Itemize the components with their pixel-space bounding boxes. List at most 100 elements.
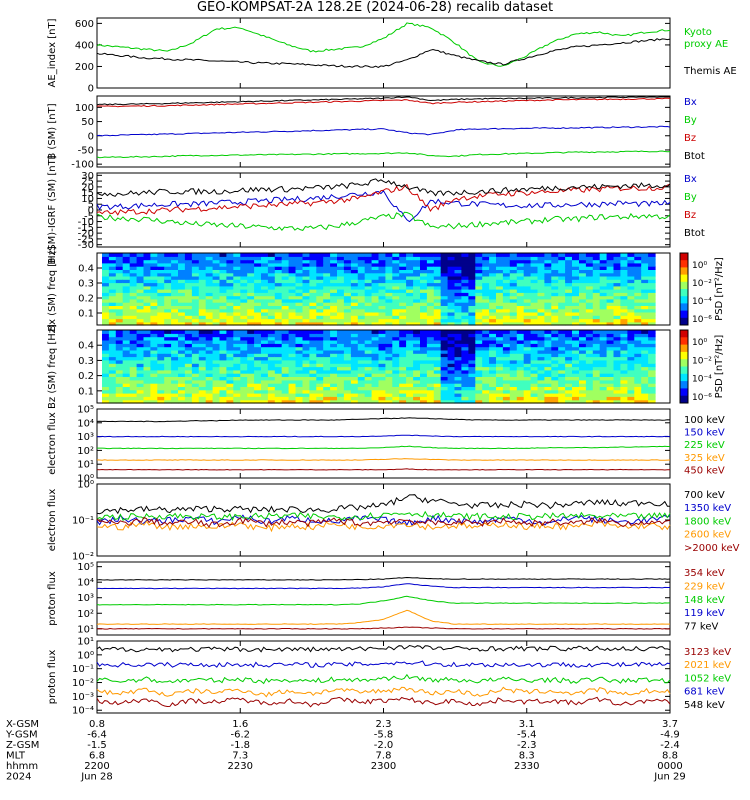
legend-label: Btot — [684, 151, 705, 162]
heatmap-cell — [198, 279, 207, 284]
heatmap-cell — [537, 279, 545, 284]
heatmap-cell — [115, 366, 124, 371]
heatmap-cell — [281, 295, 290, 300]
heatmap-cell — [516, 379, 525, 384]
heatmap-cell — [530, 256, 539, 261]
heatmap-cell — [461, 298, 469, 303]
heatmap-cell — [433, 311, 442, 316]
heatmap-cell — [551, 379, 559, 384]
heatmap-cell — [184, 359, 193, 364]
heatmap-cell — [129, 308, 138, 313]
heatmap-cell — [378, 318, 386, 323]
heatmap-cell — [212, 259, 221, 264]
heatmap-cell — [281, 399, 290, 404]
heatmap-cell — [281, 369, 290, 374]
heatmap-cell — [502, 308, 511, 313]
heatmap-cell — [364, 353, 373, 358]
heatmap-cell — [281, 363, 290, 368]
heatmap-cell — [627, 349, 635, 354]
heatmap-cell — [261, 272, 269, 277]
heatmap-cell — [281, 343, 290, 348]
heatmap-cell — [254, 262, 262, 267]
heatmap-cell — [171, 259, 179, 264]
series-line-bz — [96, 97, 671, 108]
heatmap-cell — [171, 373, 179, 377]
heatmap-cell — [592, 279, 601, 284]
heatmap-cell — [447, 292, 456, 297]
heatmap-cell — [357, 259, 366, 264]
heatmap-cell — [585, 333, 594, 338]
heatmap-cell — [330, 302, 338, 306]
heatmap-cell — [274, 333, 283, 338]
heatmap-cell — [364, 379, 373, 384]
heatmap-cell — [406, 393, 414, 397]
heatmap-cell — [337, 275, 345, 280]
heatmap-cell — [281, 262, 290, 267]
heatmap-cell — [392, 259, 400, 264]
heatmap-cell — [537, 308, 545, 313]
heatmap-cell — [502, 272, 511, 277]
heatmap-cell — [122, 272, 131, 277]
heatmap-cell — [219, 353, 227, 358]
heatmap-cell — [247, 272, 255, 277]
heatmap-cell — [482, 311, 490, 316]
heatmap-cell — [281, 275, 290, 280]
heatmap-cell — [295, 356, 303, 361]
heatmap-cell — [330, 318, 338, 323]
heatmap-cell — [461, 346, 469, 351]
heatmap-cell — [226, 399, 234, 404]
heatmap-cell — [274, 336, 283, 341]
heatmap-cell — [371, 315, 380, 320]
heatmap-cell — [496, 275, 504, 280]
heatmap-cell — [323, 311, 331, 316]
heatmap-cell — [233, 272, 241, 277]
heatmap-cell — [627, 343, 635, 348]
heatmap-cell — [482, 285, 490, 290]
heatmap-cell — [171, 399, 179, 404]
heatmap-cell — [392, 383, 400, 387]
heatmap-cell — [572, 383, 580, 387]
heatmap-cell — [627, 393, 635, 397]
heatmap-cell — [392, 396, 400, 401]
heatmap-cell — [606, 383, 615, 387]
heatmap-cell — [102, 359, 110, 364]
legend-label: 1052 keV — [684, 673, 731, 684]
heatmap-cell — [454, 256, 462, 261]
heatmap-cell — [413, 269, 421, 274]
heatmap-cell — [261, 308, 269, 313]
heatmap-cell — [136, 295, 145, 300]
heatmap-cell — [572, 369, 580, 374]
heatmap-cell — [648, 266, 656, 270]
heatmap-cell — [240, 289, 248, 293]
heatmap-cell — [150, 389, 158, 394]
heatmap-cell — [254, 285, 262, 290]
heatmap-cell — [509, 396, 518, 401]
heatmap-cell — [565, 308, 573, 313]
heatmap-cell — [198, 353, 207, 358]
heatmap-cell — [641, 302, 649, 306]
heatmap-cell — [482, 315, 490, 320]
heatmap-cell — [599, 346, 608, 351]
heatmap-cell — [468, 349, 476, 354]
heatmap-cell — [102, 330, 110, 334]
heatmap-cell — [496, 376, 504, 381]
heatmap-cell — [413, 285, 421, 290]
heatmap-cell — [537, 275, 545, 280]
heatmap-cell — [330, 311, 338, 316]
heatmap-cell — [129, 389, 138, 394]
heatmap-cell — [579, 256, 587, 261]
heatmap-cell — [544, 311, 552, 316]
heatmap-cell — [592, 308, 601, 313]
heatmap-cell — [392, 336, 400, 341]
heatmap-cell — [482, 269, 490, 274]
heatmap-cell — [385, 282, 393, 287]
heatmap-cell — [171, 383, 179, 387]
heatmap-cell — [502, 366, 511, 371]
heatmap-cell — [129, 356, 138, 361]
heatmap-cell — [620, 275, 628, 280]
heatmap-cell — [406, 373, 414, 377]
heatmap-cell — [509, 311, 518, 316]
heatmap-cell — [302, 256, 310, 261]
heatmap-cell — [295, 379, 303, 384]
heatmap-cell — [385, 333, 393, 338]
